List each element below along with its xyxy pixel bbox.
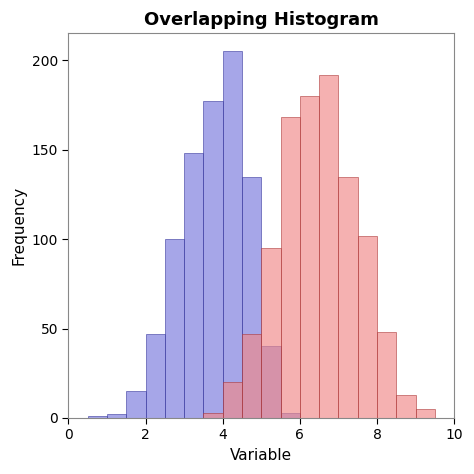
Bar [261,346,281,418]
Bar [203,412,223,418]
Bar [203,101,223,418]
Bar [242,334,261,418]
Bar [242,176,261,418]
Bar [223,382,242,418]
Bar [281,412,300,418]
Bar [165,239,184,418]
Bar [107,414,126,418]
Bar [396,395,416,418]
Bar [338,176,358,418]
Bar [146,334,165,418]
Bar [319,74,338,418]
Bar [300,96,319,418]
Bar [358,236,377,418]
Bar [223,51,242,418]
Bar [126,391,146,418]
Bar [281,118,300,418]
Y-axis label: Frequency: Frequency [11,186,26,265]
Title: Overlapping Histogram: Overlapping Histogram [144,11,379,29]
Bar [377,332,396,418]
Bar [184,153,203,418]
X-axis label: Variable: Variable [230,448,292,463]
Bar [416,409,435,418]
Bar [261,248,281,418]
Bar [88,416,107,418]
